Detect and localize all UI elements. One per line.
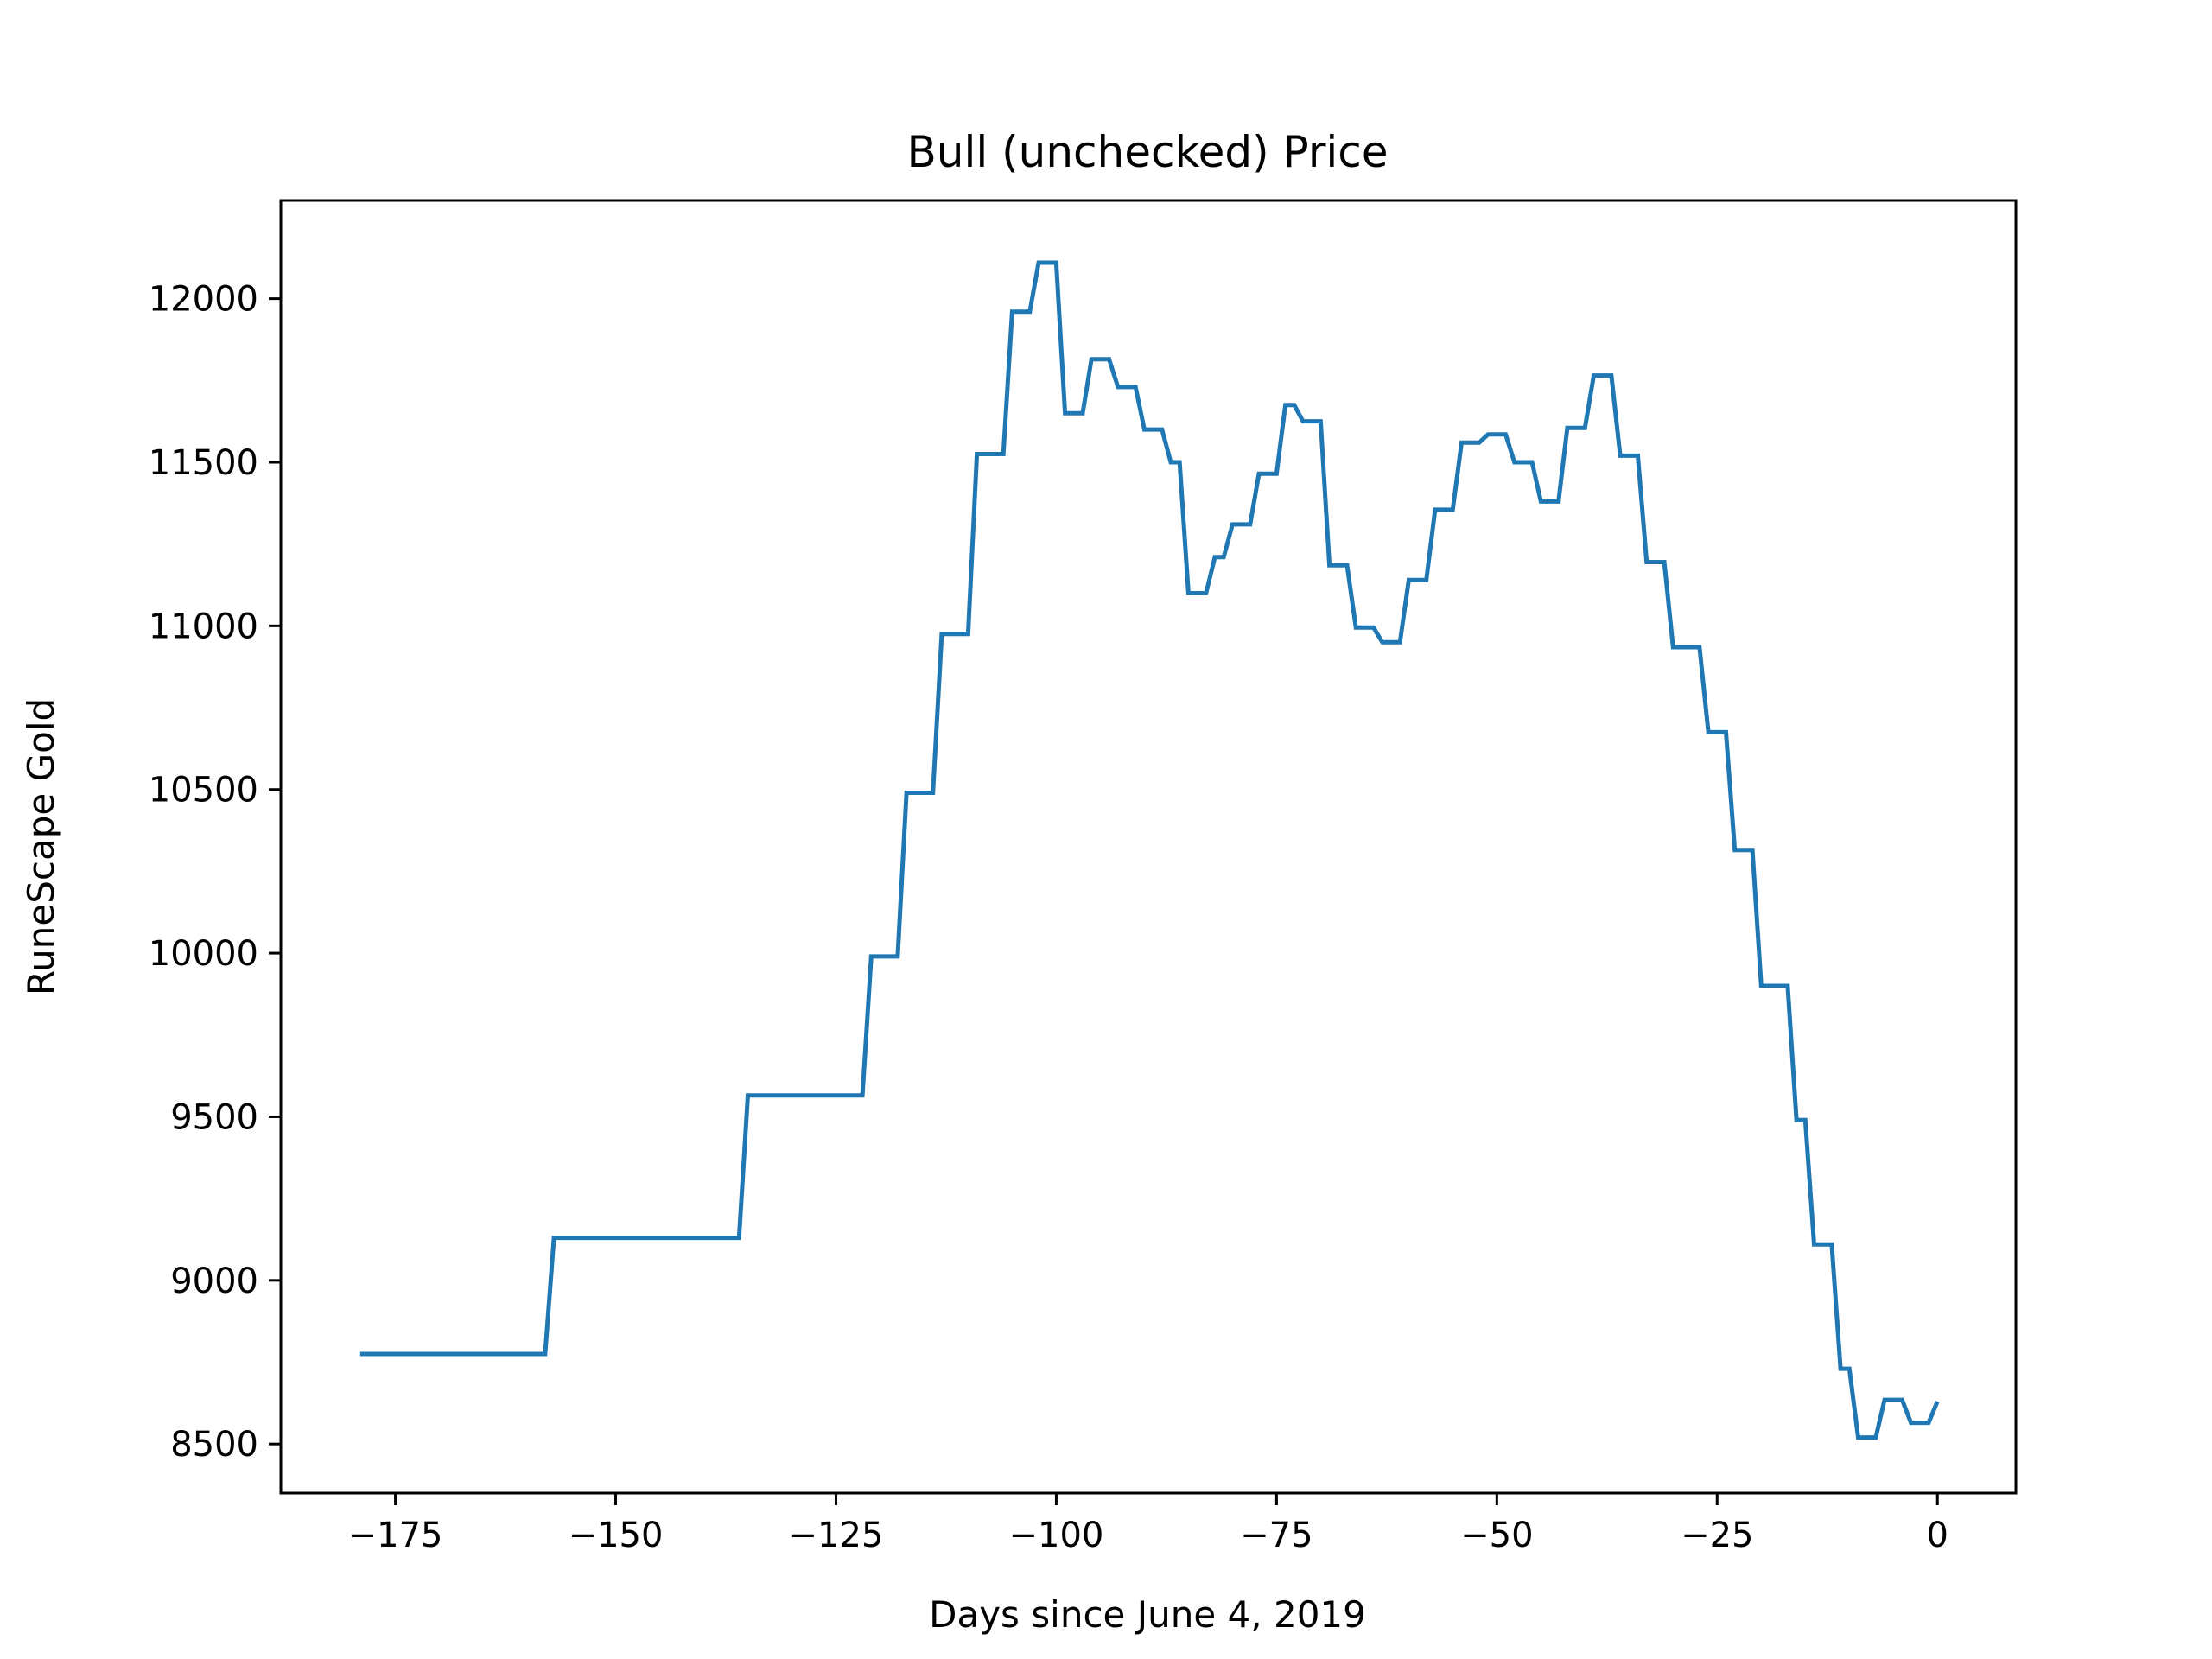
series-line xyxy=(359,260,1940,1440)
y-tick-label: 9000 xyxy=(170,1262,258,1301)
x-axis: −175 −150 −125 −100 −75 −50 −25 0 xyxy=(348,1493,1948,1555)
x-tick-label: −50 xyxy=(1460,1516,1533,1555)
y-tick-label: 11000 xyxy=(149,607,258,646)
x-tick-label: −75 xyxy=(1240,1516,1313,1555)
x-tick-label: −100 xyxy=(1008,1516,1103,1555)
y-tick-label: 10500 xyxy=(149,771,258,810)
chart-title: Bull (unchecked) Price xyxy=(906,127,1388,177)
plot-area xyxy=(279,199,2018,1495)
plot-frame xyxy=(279,199,2018,1495)
y-tick-label: 12000 xyxy=(149,280,258,320)
x-tick-label: −125 xyxy=(789,1516,884,1555)
y-axis: 8500 9000 9500 10000 10500 11000 11500 12000 xyxy=(149,280,281,1465)
x-tick-label: −175 xyxy=(348,1516,443,1555)
y-tick-label: 8500 xyxy=(170,1425,258,1465)
y-axis-label: RuneScape Gold xyxy=(20,698,62,995)
x-tick-label: 0 xyxy=(1927,1516,1948,1555)
y-tick-label: 9500 xyxy=(170,1097,258,1137)
x-tick-label: −25 xyxy=(1681,1516,1753,1555)
y-tick-label: 11500 xyxy=(149,443,258,483)
x-axis-label: Days since June 4, 2019 xyxy=(929,1593,1366,1636)
y-tick-label: 10000 xyxy=(149,934,258,974)
x-tick-label: −150 xyxy=(569,1516,664,1555)
